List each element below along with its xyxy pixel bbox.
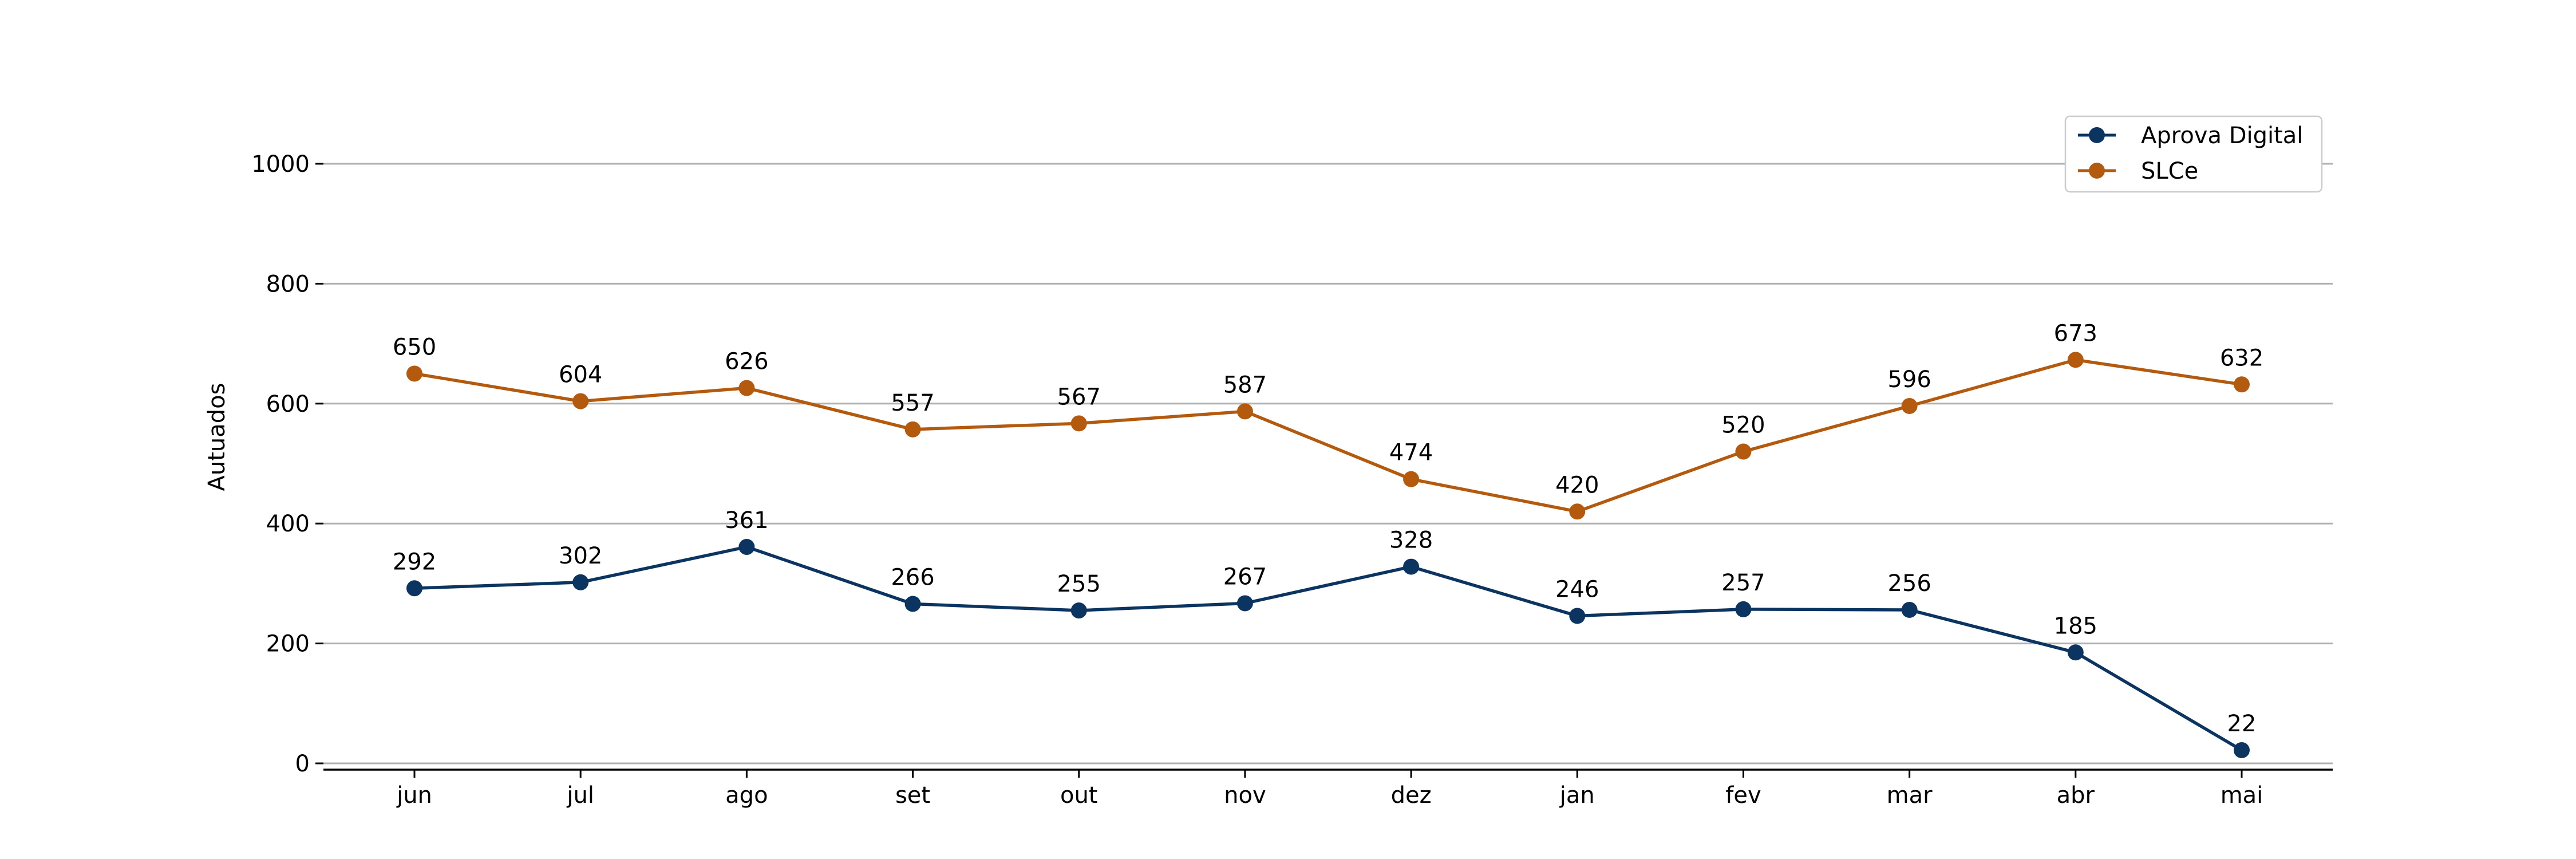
series-line — [414, 545, 2243, 752]
y-tick-label: 400 — [266, 511, 310, 537]
series-aprova-digital — [406, 539, 2250, 758]
data-label: 22 — [2227, 711, 2257, 737]
x-tick-label: jun — [396, 782, 432, 809]
data-point — [904, 421, 921, 438]
data-label: 650 — [393, 334, 436, 360]
data-point — [738, 539, 755, 555]
data-label: 256 — [1887, 570, 1931, 597]
legend-dot-slce — [2089, 163, 2105, 179]
data-label: 246 — [1555, 576, 1599, 602]
legend-label-aprova-digital: Aprova Digital — [2141, 123, 2303, 149]
data-label: 255 — [1057, 571, 1101, 597]
y-axis-title: Autuados — [204, 383, 230, 491]
data-label: 302 — [559, 543, 602, 569]
data-label: 185 — [2054, 613, 2097, 639]
data-point — [406, 365, 422, 382]
x-tick-label: jan — [1559, 782, 1595, 809]
data-label: 632 — [2220, 345, 2263, 371]
data-label: 587 — [1223, 372, 1267, 398]
data-point — [1070, 602, 1087, 619]
legend: Aprova Digital SLCe — [2064, 115, 2323, 193]
data-point — [1735, 601, 1752, 617]
data-point — [904, 596, 921, 612]
x-tick-label: out — [1060, 782, 1098, 809]
y-tick-label: 0 — [295, 751, 310, 777]
series — [406, 352, 2250, 758]
x-tick-label: fev — [1725, 782, 1761, 809]
x-tick-label: mar — [1887, 782, 1933, 809]
axes: 0 200 400 600 800 1000 jun jul ago set out nov dez ja… — [251, 151, 2333, 809]
x-tick-label: mai — [2221, 782, 2263, 809]
data-label: 257 — [1721, 570, 1765, 596]
data-label: 596 — [1887, 367, 1931, 393]
legend-box — [2064, 115, 2323, 193]
data-point — [1236, 403, 1253, 420]
y-tick-label: 200 — [266, 631, 310, 657]
data-point — [1901, 601, 1918, 618]
y-tick-label: 800 — [266, 271, 310, 297]
data-label: 328 — [1389, 527, 1433, 554]
data-point — [1735, 443, 1752, 460]
data-label: 267 — [1223, 564, 1267, 590]
data-label: 361 — [725, 507, 768, 534]
x-tick-label: ago — [725, 782, 768, 809]
x-tick-label: jul — [566, 782, 594, 809]
legend-label-slce: SLCe — [2141, 158, 2198, 184]
x-tick-label: dez — [1391, 782, 1432, 809]
series-slce — [406, 352, 2250, 520]
y-tick-label: 600 — [266, 391, 310, 417]
data-label: 604 — [559, 362, 602, 388]
data-point — [1403, 471, 1420, 487]
data-point — [2234, 742, 2250, 758]
data-label: 292 — [393, 549, 436, 575]
data-label: 474 — [1389, 440, 1433, 466]
data-label: 266 — [891, 564, 934, 590]
x-tick-label: abr — [2057, 782, 2095, 809]
series-line — [414, 358, 2242, 514]
data-labels: 292 302 361 266 255 267 328 246 257 256 185 22 650 60… — [393, 320, 2263, 737]
x-tick-label: set — [895, 782, 930, 809]
data-point — [572, 574, 589, 590]
data-label: 567 — [1057, 384, 1101, 410]
data-point — [1901, 397, 1918, 414]
data-point — [1070, 415, 1087, 432]
data-label: 626 — [725, 349, 768, 375]
data-point — [1569, 608, 1586, 624]
data-label: 420 — [1555, 472, 1599, 498]
data-point — [406, 580, 422, 597]
y-tick-label: 1000 — [251, 151, 310, 178]
data-point — [2234, 376, 2250, 393]
data-label: 673 — [2054, 320, 2097, 346]
data-point — [2067, 644, 2084, 661]
x-tick-label: nov — [1224, 782, 1266, 809]
data-label: 520 — [1721, 412, 1765, 439]
data-point — [572, 393, 589, 409]
data-point — [1569, 503, 1586, 520]
data-point — [738, 380, 755, 396]
data-point — [1403, 558, 1420, 575]
grid-lines — [323, 163, 2333, 765]
data-label: 557 — [891, 390, 934, 416]
data-point — [2067, 352, 2084, 368]
legend-dot-aprova-digital — [2089, 127, 2105, 143]
data-point — [1236, 595, 1253, 612]
